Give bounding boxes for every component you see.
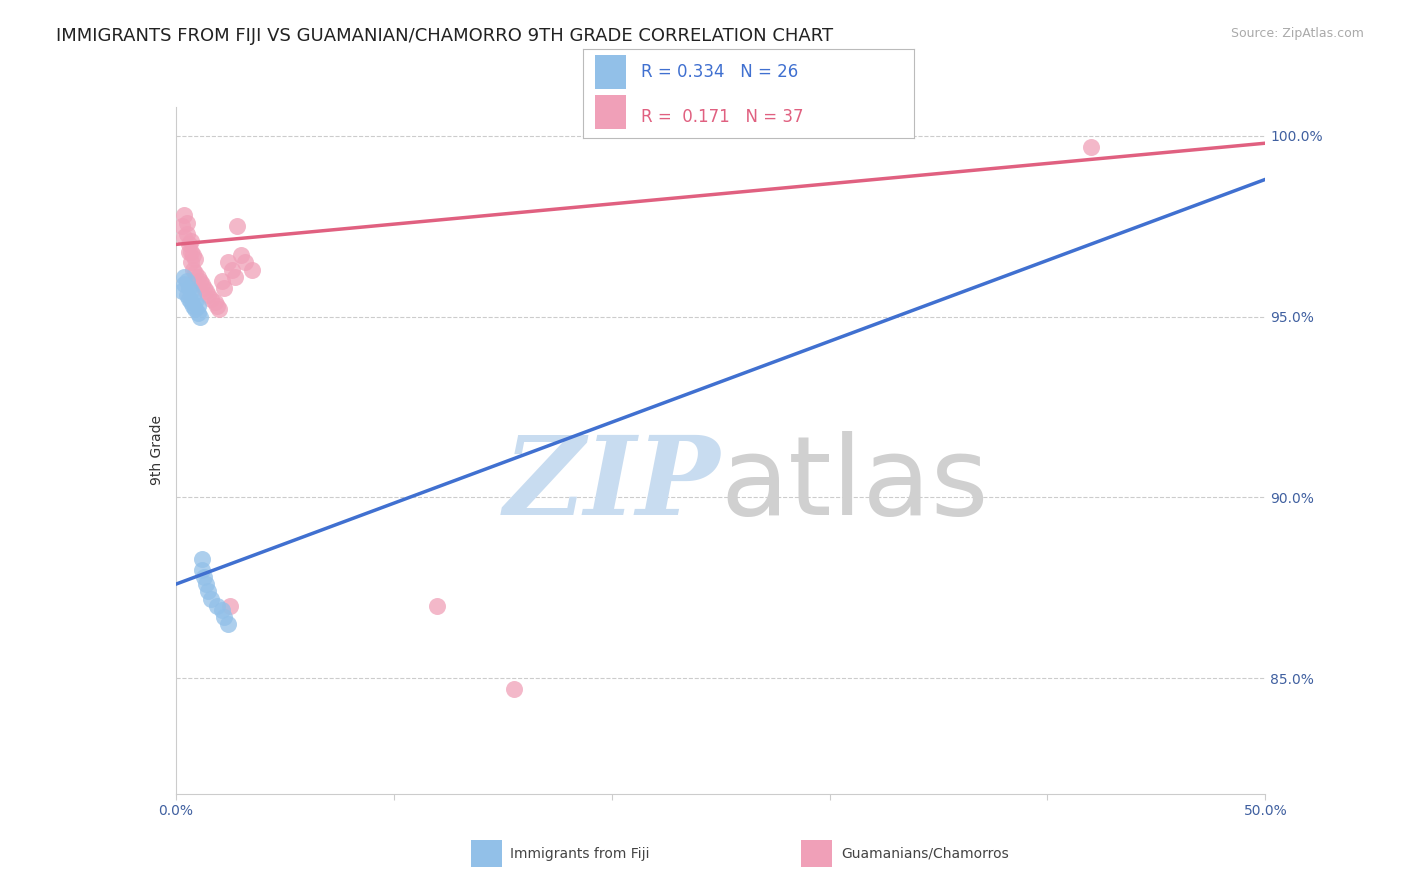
Text: Source: ZipAtlas.com: Source: ZipAtlas.com	[1230, 27, 1364, 40]
Point	[177, 244, 200, 259]
Point	[193, 570, 215, 584]
Point	[211, 602, 233, 616]
Point	[221, 262, 243, 277]
Point	[217, 617, 239, 632]
Point	[205, 299, 228, 313]
Point	[197, 288, 219, 302]
Point	[191, 552, 214, 566]
Point	[176, 216, 198, 230]
Point	[188, 274, 211, 288]
Point	[186, 299, 209, 313]
Point	[172, 285, 194, 299]
Text: R = 0.334   N = 26: R = 0.334 N = 26	[641, 63, 799, 81]
Y-axis label: 9th Grade: 9th Grade	[150, 416, 165, 485]
Point	[212, 281, 235, 295]
Point	[191, 563, 214, 577]
Point	[173, 277, 195, 292]
Point	[173, 209, 195, 223]
Point	[191, 277, 214, 292]
Point	[184, 295, 207, 310]
Text: IMMIGRANTS FROM FIJI VS GUAMANIAN/CHAMORRO 9TH GRADE CORRELATION CHART: IMMIGRANTS FROM FIJI VS GUAMANIAN/CHAMOR…	[56, 27, 834, 45]
Point	[176, 274, 198, 288]
Point	[217, 255, 239, 269]
Point	[426, 599, 449, 613]
Point	[1080, 140, 1102, 154]
Point	[188, 310, 211, 324]
Point	[181, 262, 204, 277]
Point	[184, 302, 207, 317]
Point	[224, 269, 246, 284]
Point	[502, 681, 524, 696]
Point	[180, 295, 202, 310]
Point	[184, 252, 207, 266]
Point	[172, 219, 194, 234]
Point	[208, 302, 231, 317]
Point	[186, 306, 209, 320]
Point	[195, 285, 218, 299]
Point	[231, 248, 253, 262]
Point	[200, 591, 222, 606]
Point	[180, 234, 202, 248]
Point	[235, 255, 257, 269]
Point	[177, 292, 200, 306]
Text: ZIP: ZIP	[503, 431, 721, 539]
Point	[181, 299, 204, 313]
Point	[180, 285, 202, 299]
Point	[225, 219, 247, 234]
Point	[184, 266, 207, 280]
Point	[193, 281, 215, 295]
Point	[176, 227, 198, 241]
Point	[200, 292, 222, 306]
Point	[180, 255, 202, 269]
Text: atlas: atlas	[721, 432, 988, 538]
Point	[177, 237, 200, 252]
Point	[212, 609, 235, 624]
Point	[186, 269, 209, 284]
Point	[173, 269, 195, 284]
Point	[181, 288, 204, 302]
Point	[240, 262, 263, 277]
Point	[176, 288, 198, 302]
Text: Guamanians/Chamorros: Guamanians/Chamorros	[841, 847, 1008, 861]
Point	[197, 584, 219, 599]
Point	[177, 281, 200, 295]
Point	[181, 248, 204, 262]
Point	[219, 599, 242, 613]
Point	[173, 230, 195, 244]
Point	[180, 244, 202, 259]
Point	[205, 599, 228, 613]
Text: R =  0.171   N = 37: R = 0.171 N = 37	[641, 108, 804, 126]
Text: Immigrants from Fiji: Immigrants from Fiji	[510, 847, 650, 861]
Point	[204, 295, 226, 310]
Point	[211, 274, 233, 288]
Point	[195, 577, 218, 591]
